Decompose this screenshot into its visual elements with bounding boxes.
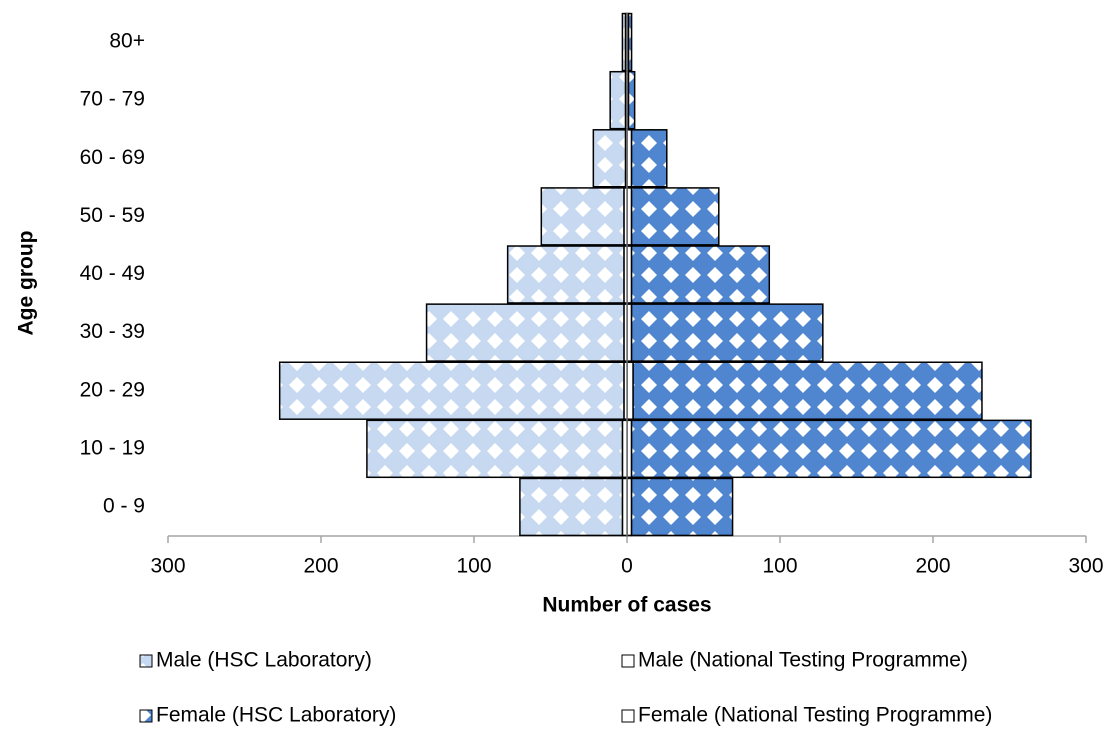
bar [519, 477, 624, 537]
y-tick-label: 10 - 19 [80, 436, 145, 459]
x-tick-label: 200 [303, 555, 338, 578]
bar [506, 245, 625, 304]
x-tick-label: 300 [150, 555, 185, 578]
bar [632, 361, 983, 420]
legend-swatch [621, 654, 635, 668]
bar [609, 70, 627, 130]
y-tick-label: 70 - 79 [80, 88, 145, 111]
bar [630, 187, 720, 246]
bar [630, 303, 824, 362]
bar [621, 12, 627, 72]
bar [366, 419, 624, 479]
legend-swatch [139, 654, 153, 668]
x-axis-title: Number of cases [542, 594, 711, 617]
bar [627, 70, 636, 130]
bar [278, 361, 625, 420]
y-axis-title: Age group [15, 231, 38, 336]
y-tick-label: 0 - 9 [103, 494, 145, 517]
legend-swatch [621, 709, 635, 723]
y-tick-label: 40 - 49 [80, 262, 145, 285]
bar [540, 187, 625, 246]
legend-label: Male (National Testing Programme) [638, 649, 968, 672]
x-tick-label: 100 [762, 555, 797, 578]
bar [425, 303, 625, 362]
bar [592, 129, 627, 188]
bar [630, 129, 668, 188]
legend-swatch [139, 709, 153, 723]
bar [630, 245, 771, 304]
bar [630, 419, 1032, 479]
y-tick-label: 60 - 69 [80, 146, 145, 169]
x-tick-label: 300 [1068, 555, 1103, 578]
bar [626, 361, 634, 420]
y-tick-label: 80+ [109, 30, 145, 53]
legend-label: Male (HSC Laboratory) [156, 649, 372, 672]
x-tick-label: 0 [621, 555, 633, 578]
x-tick-label: 100 [456, 555, 491, 578]
bar [630, 477, 734, 537]
y-tick-label: 50 - 59 [80, 204, 145, 227]
legend-label: Female (National Testing Programme) [638, 704, 992, 727]
legend-label: Female (HSC Laboratory) [156, 704, 396, 727]
x-tick-label: 200 [915, 555, 950, 578]
y-tick-label: 20 - 29 [80, 378, 145, 401]
y-tick-label: 30 - 39 [80, 320, 145, 343]
bar [627, 12, 633, 72]
